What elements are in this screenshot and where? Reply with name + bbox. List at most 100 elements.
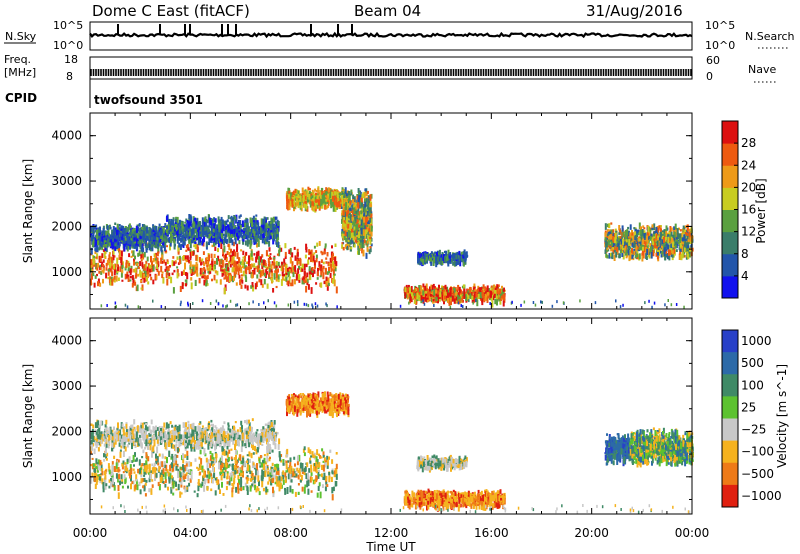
echo-cell <box>302 198 305 203</box>
echo-cell <box>139 261 142 266</box>
echo-cell <box>354 229 357 237</box>
echo-cell <box>431 253 434 258</box>
echo-cell <box>189 257 192 261</box>
echo-cell <box>208 233 211 239</box>
echo-cell <box>125 244 128 250</box>
echo-cell <box>141 224 144 228</box>
echo-cell <box>362 239 365 242</box>
echo-cell <box>179 230 182 234</box>
echo-cell <box>192 266 195 272</box>
echo-cell <box>257 227 260 232</box>
echo-cell <box>460 251 463 256</box>
echo-cell <box>481 289 484 297</box>
echo-cell <box>190 216 193 223</box>
echo-cell <box>359 212 362 218</box>
echo-cell <box>126 228 129 232</box>
echo-cell <box>112 254 115 261</box>
echo-cell <box>265 269 268 276</box>
echo-cell <box>133 280 136 284</box>
echo-cell <box>90 237 93 242</box>
echo-cell <box>369 206 372 212</box>
echo-cell <box>155 226 158 233</box>
echo-cell <box>281 261 283 265</box>
echo-cell <box>349 214 352 221</box>
echo-cell <box>317 200 320 206</box>
echo-cell <box>222 238 225 246</box>
echo-cell <box>254 236 257 240</box>
echo-cell <box>163 259 166 264</box>
echo-cell <box>309 252 312 255</box>
echo-cell <box>112 277 115 282</box>
echo-cell <box>216 224 219 229</box>
echo-cell <box>322 197 325 204</box>
echo-cell <box>327 193 330 199</box>
nsky-tick-top: 10^5 <box>53 19 83 32</box>
echo-cell <box>133 237 136 241</box>
echo-cell <box>225 259 228 262</box>
echo-cell <box>449 296 452 302</box>
echo-cell <box>325 280 328 287</box>
echo-cell <box>170 237 173 244</box>
echo-cell <box>295 189 298 194</box>
echo-cell <box>152 279 155 285</box>
echo-cell <box>113 238 116 243</box>
echo-cell <box>229 235 232 238</box>
echo-cell <box>142 253 145 260</box>
echo-cell <box>205 241 208 247</box>
echo-cell <box>157 242 160 246</box>
echo-cell <box>202 232 205 236</box>
echo-cell <box>104 242 107 244</box>
echo-cell <box>338 200 341 207</box>
echo-cell <box>216 258 218 265</box>
echo-cell <box>453 258 456 266</box>
echo-cell <box>258 278 261 283</box>
echo-cell <box>281 274 284 281</box>
echo-cell <box>274 221 277 224</box>
echo-cell <box>231 250 234 257</box>
echo-cell <box>223 245 226 253</box>
echo-cell <box>425 254 428 258</box>
echo-cell <box>132 250 135 256</box>
echo-cell <box>231 267 234 273</box>
echo-cell <box>482 284 485 289</box>
echo-cell <box>286 280 289 285</box>
echo-cell <box>139 228 142 233</box>
echo-cell <box>227 264 230 267</box>
echo-cell <box>94 275 97 279</box>
echo-cell <box>425 291 428 294</box>
echo-cell <box>227 272 230 278</box>
echo-cell <box>494 287 497 290</box>
echo-cell <box>94 237 97 242</box>
echo-cell <box>360 242 363 246</box>
echo-cell <box>311 267 314 271</box>
echo-cell <box>496 284 499 289</box>
echo-cell <box>211 244 214 248</box>
echo-cell <box>164 223 167 228</box>
echo-cell <box>423 254 426 260</box>
echo-cell <box>244 274 247 279</box>
echo-cell <box>312 191 315 197</box>
echo-cell <box>332 268 335 271</box>
echo-cell <box>433 289 436 296</box>
echo-cell <box>105 262 108 267</box>
echo-cell <box>252 222 255 226</box>
echo-cell <box>356 223 359 230</box>
echo-cell <box>242 239 245 245</box>
echo-cell <box>341 219 343 224</box>
echo-cell <box>178 258 181 265</box>
echo-cell <box>351 232 354 239</box>
echo-cell <box>185 272 187 276</box>
echo-cell <box>343 207 346 211</box>
echo-cell <box>502 288 505 292</box>
echo-cell <box>499 291 502 299</box>
echo-cell <box>170 218 173 224</box>
echo-cell <box>194 217 197 223</box>
echo-cell <box>357 224 360 228</box>
echo-cell <box>147 269 150 274</box>
echo-cell <box>204 230 207 236</box>
echo-cell <box>222 254 224 257</box>
echo-cell <box>215 238 218 244</box>
echo-cell <box>175 224 177 230</box>
echo-cell <box>201 258 204 262</box>
echo-cell <box>438 284 440 290</box>
